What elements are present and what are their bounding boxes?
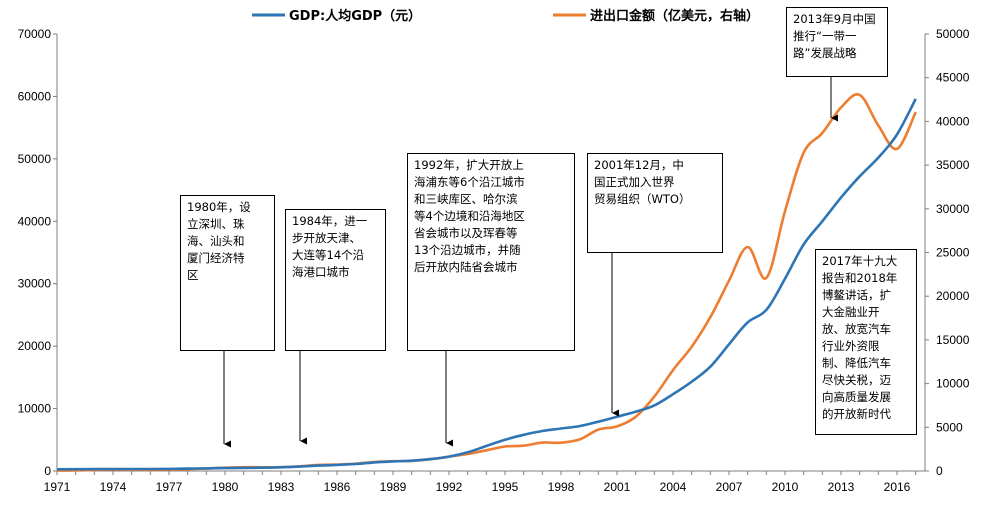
chart-legend: GDP:人均GDP（元） 进出口金额（亿美元，右轴） — [252, 8, 759, 24]
chart-lines — [56, 93, 917, 472]
y-left-tick-label: 10000 — [18, 402, 52, 416]
y-right-tick-label: 20000 — [936, 289, 970, 303]
x-tick-label: 1977 — [156, 480, 183, 494]
annotation-2001: 2001年12月，中 国正式加入世界 贸易组织（WTO） — [587, 153, 723, 253]
y-right-tick-label: 50000 — [936, 27, 970, 41]
annotation-2013: 2013年9月中国 推行“一带一 路”发展战略 — [786, 7, 888, 77]
y-right-tick-label: 35000 — [936, 158, 970, 172]
x-tick-label: 1971 — [44, 480, 71, 494]
y-left-tick-label: 0 — [44, 464, 51, 478]
annotation-2017: 2017年十九大 报告和2018年 博鳌讲话，扩 大金融业开 放、放宽汽车 行业… — [815, 249, 917, 435]
x-tick-label: 2010 — [772, 480, 799, 494]
x-tick-label: 1989 — [380, 480, 407, 494]
y-left-tick-label: 50000 — [18, 152, 52, 166]
x-tick-label: 2001 — [604, 480, 631, 494]
x-tick-label: 2016 — [884, 480, 911, 494]
x-tick-label: 1983 — [268, 480, 295, 494]
annotation-1992: 1992年，扩大开放上 海浦东等6个沿江城市 和三峡库区、哈尔滨 等4个边境和沿… — [407, 153, 575, 351]
x-tick-label: 2004 — [660, 480, 687, 494]
x-tick-label: 1995 — [492, 480, 519, 494]
y-left-tick-label: 20000 — [18, 339, 52, 353]
annotation-1984: 1984年，进一 步开放天津、 大连等14个沿 海港口城市 — [285, 209, 386, 351]
y-right-tick-label: 10000 — [936, 377, 970, 391]
y-left-tick-label: 60000 — [18, 89, 52, 103]
y-right-tick-label: 45000 — [936, 71, 970, 85]
x-tick-label: 1980 — [212, 480, 239, 494]
y-left-tick-label: 70000 — [18, 27, 52, 41]
y-right-tick-label: 5000 — [936, 420, 963, 434]
chart-axes: 0 10000 20000 30000 40000 50000 60000 70000 0 500… — [18, 27, 970, 494]
legend-label-trade: 进出口金额（亿美元，右轴） — [590, 8, 759, 24]
x-tick-label: 2007 — [716, 480, 743, 494]
x-tick-label: 1998 — [548, 480, 575, 494]
x-tick-label: 1986 — [324, 480, 351, 494]
y-left-tick-label: 40000 — [18, 214, 52, 228]
x-tick-label: 2013 — [828, 480, 855, 494]
y-right-tick-label: 40000 — [936, 114, 970, 128]
y-right-tick-label: 15000 — [936, 333, 970, 347]
x-tick-label: 1992 — [436, 480, 463, 494]
y-left-tick-label: 30000 — [18, 277, 52, 291]
x-tick-label: 1974 — [100, 480, 127, 494]
annotation-1980: 1980年，设 立深圳、珠 海、汕头和 厦门经济特 区 — [180, 195, 275, 351]
series-line-gdp — [56, 98, 917, 471]
y-right-tick-label: 25000 — [936, 246, 970, 260]
legend-label-gdp: GDP:人均GDP（元） — [289, 8, 421, 24]
y-right-tick-label: 30000 — [936, 202, 970, 216]
y-right-tick-label: 0 — [936, 464, 943, 478]
